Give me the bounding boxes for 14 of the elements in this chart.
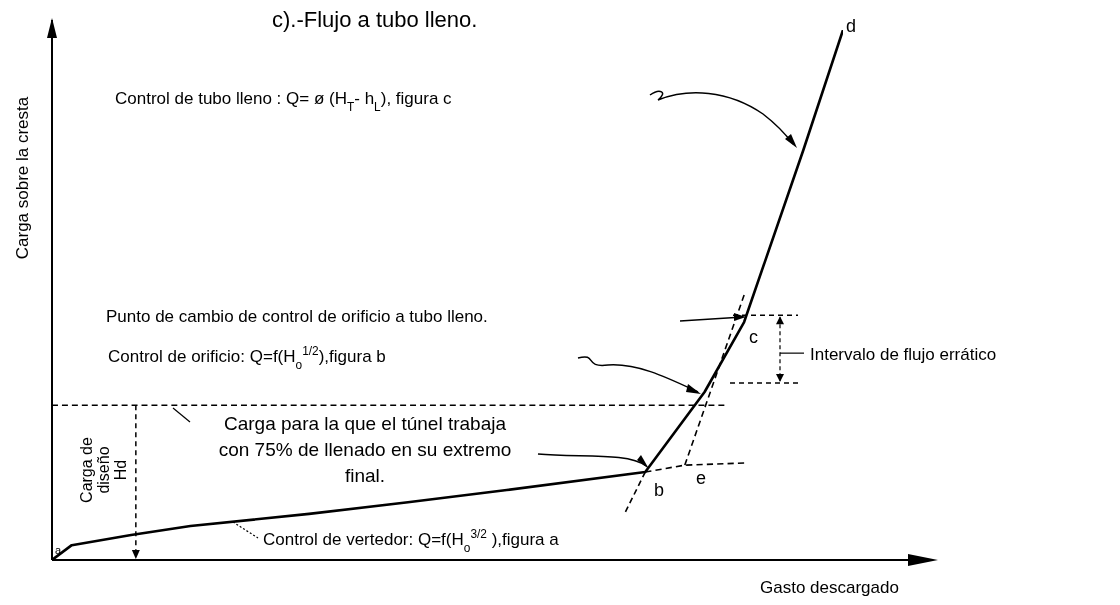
annotation: Carga de diseño Hd: [78, 436, 129, 503]
annotation: c: [749, 327, 758, 347]
chart-title: c).-Flujo a tubo lleno.: [272, 7, 478, 32]
annotation: Control de vertedor: Q=f(H$_{o}$$^{3/2}$ ),figura a: [263, 527, 560, 555]
annotation: Carga para la que el túnel trabaja con 75% de llenado en su extremo final.: [218, 413, 512, 486]
annotation: Control de orificio: Q=f(H$_{o}$$^{1/2}$),figura b: [108, 344, 386, 372]
y-axis-title: Carga sobre la cresta: [13, 96, 32, 260]
annotation: Intervalo de flujo errático: [810, 345, 997, 364]
annotation: b: [654, 480, 665, 500]
annotation: Punto de cambio de control de orificio a tubo lleno.: [106, 307, 488, 326]
x-axis-title: Gasto descargado: [760, 578, 899, 597]
annotation: Control de tubo lleno : Q= ø (H$_{T}$- h$_{L}$), figura c: [115, 89, 453, 114]
annotation: e: [696, 468, 707, 488]
annotation: d: [846, 16, 857, 36]
